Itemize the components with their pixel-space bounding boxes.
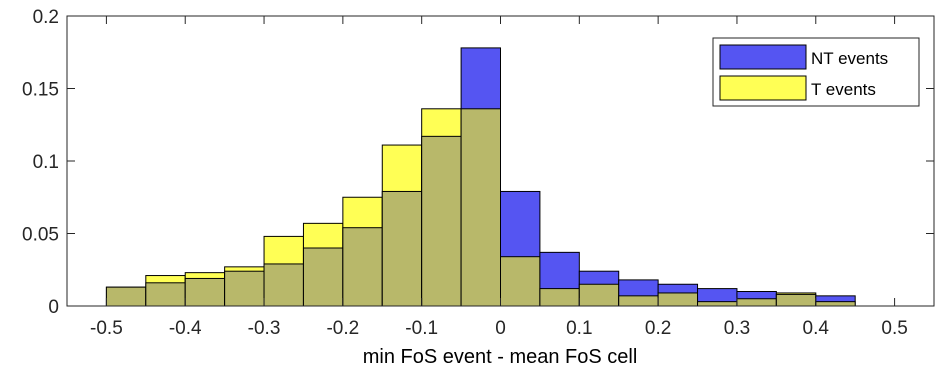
x-tick-label: 0.4 bbox=[803, 318, 830, 339]
y-tick-label: 0.05 bbox=[22, 225, 59, 246]
legend-swatch-nt-events bbox=[719, 44, 807, 70]
histogram-bar-overlap bbox=[302, 247, 344, 307]
x-tick-label: 0.2 bbox=[645, 318, 671, 339]
histogram-bar-overlap bbox=[500, 256, 541, 307]
x-axis-label: min FoS event - mean FoS cell bbox=[363, 346, 638, 368]
ticks-layer: -0.5 -0.4 -0.3 -0.2 -0.1 0 0.1 0.2 0.3 0.4 0.5 0 0.0… bbox=[22, 7, 934, 339]
histogram-bar-overlap bbox=[815, 301, 856, 307]
legend-label-t-events: T events bbox=[811, 80, 876, 99]
histogram-bar-overlap bbox=[618, 295, 659, 307]
x-tick-label: 0.5 bbox=[881, 318, 907, 339]
histogram-bar-overlap bbox=[539, 288, 580, 307]
histogram-bar-overlap bbox=[105, 286, 147, 307]
histogram-bar-overlap bbox=[145, 282, 186, 307]
histogram-bar-overlap bbox=[263, 263, 304, 307]
legend: NT events T events bbox=[712, 37, 920, 107]
legend-label-nt-events: NT events bbox=[811, 49, 888, 68]
y-tick-label: 0.1 bbox=[33, 152, 59, 173]
histogram-bar-overlap bbox=[421, 135, 462, 307]
y-tick-label: 0.15 bbox=[22, 80, 59, 101]
legend-swatch-t-events bbox=[719, 75, 807, 101]
x-tick-label: 0.3 bbox=[724, 318, 750, 339]
histogram-bar-overlap bbox=[736, 298, 777, 307]
x-tick-label: -0.4 bbox=[169, 318, 202, 339]
x-tick-label: 0 bbox=[495, 318, 506, 339]
histogram-bar-overlap bbox=[381, 190, 423, 307]
histogram-bar-overlap bbox=[184, 277, 226, 307]
x-tick-label: -0.2 bbox=[326, 318, 359, 339]
y-tick-label: 0 bbox=[48, 297, 59, 318]
histogram-bar-overlap bbox=[775, 293, 817, 307]
histogram-bar-overlap bbox=[342, 227, 383, 307]
histogram-bar-overlap bbox=[657, 292, 699, 307]
histogram-bar-overlap bbox=[697, 301, 738, 307]
x-tick-label: -0.3 bbox=[248, 318, 281, 339]
x-tick-label: 0.1 bbox=[566, 318, 592, 339]
y-tick-label: 0.2 bbox=[33, 7, 59, 28]
bars-layer bbox=[105, 47, 856, 307]
histogram-bar-overlap bbox=[460, 108, 502, 307]
histogram-bar-overlap bbox=[578, 283, 620, 307]
histogram-bar-overlap bbox=[224, 270, 265, 307]
x-tick-label: -0.1 bbox=[405, 318, 438, 339]
x-tick-label: -0.5 bbox=[90, 318, 123, 339]
